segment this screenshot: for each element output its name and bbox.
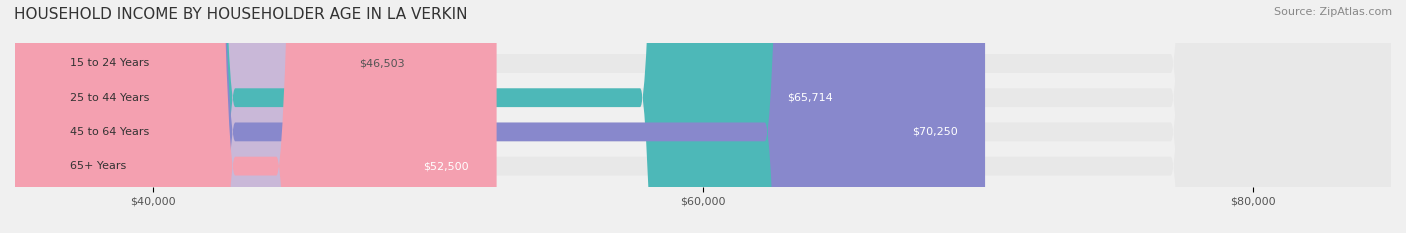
Text: $52,500: $52,500 (423, 161, 470, 171)
Text: HOUSEHOLD INCOME BY HOUSEHOLDER AGE IN LA VERKIN: HOUSEHOLD INCOME BY HOUSEHOLDER AGE IN L… (14, 7, 468, 22)
FancyBboxPatch shape (15, 0, 986, 233)
Text: $65,714: $65,714 (787, 93, 832, 103)
FancyBboxPatch shape (15, 0, 1391, 233)
Text: 65+ Years: 65+ Years (70, 161, 127, 171)
FancyBboxPatch shape (15, 0, 1391, 233)
FancyBboxPatch shape (15, 0, 496, 233)
FancyBboxPatch shape (15, 0, 1391, 233)
Text: 25 to 44 Years: 25 to 44 Years (70, 93, 149, 103)
Text: 45 to 64 Years: 45 to 64 Years (70, 127, 149, 137)
Text: 15 to 24 Years: 15 to 24 Years (70, 58, 149, 69)
FancyBboxPatch shape (15, 0, 860, 233)
Text: $46,503: $46,503 (359, 58, 405, 69)
Text: $70,250: $70,250 (912, 127, 957, 137)
FancyBboxPatch shape (15, 0, 1391, 233)
Text: Source: ZipAtlas.com: Source: ZipAtlas.com (1274, 7, 1392, 17)
FancyBboxPatch shape (15, 0, 332, 233)
